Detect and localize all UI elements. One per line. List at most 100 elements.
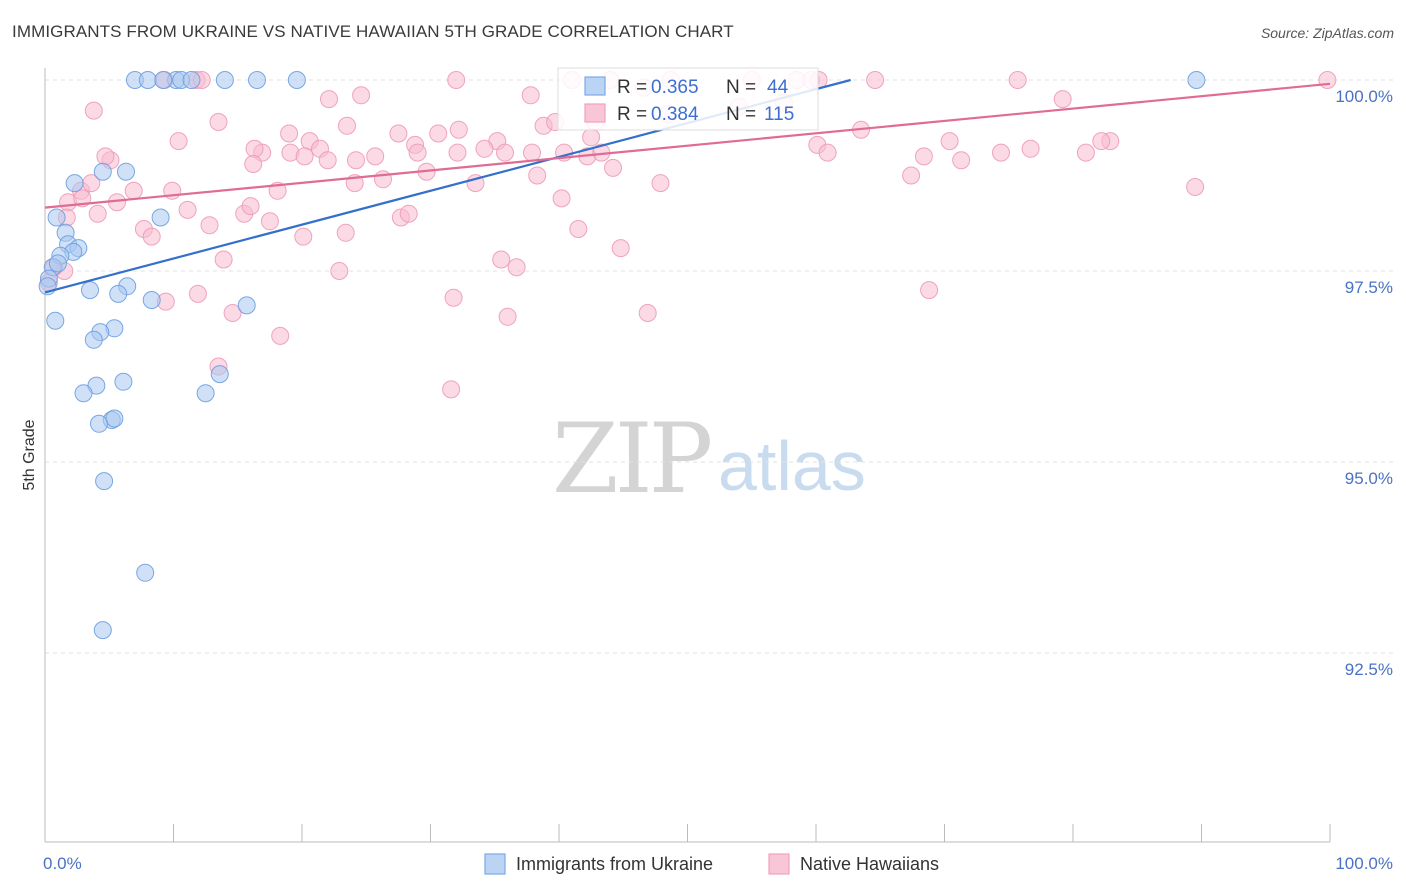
data-point (338, 116, 356, 135)
data-point (1053, 90, 1072, 109)
data-point (528, 166, 547, 185)
data-point (142, 291, 161, 309)
data-point (65, 174, 84, 193)
watermark-zip: ZIP (552, 403, 711, 515)
x-tick-label-min: 0.0% (43, 854, 82, 873)
data-point (429, 124, 448, 143)
legend-r-label-hawaiian: R = (617, 104, 647, 125)
data-point (447, 71, 466, 89)
data-point (408, 143, 427, 162)
y-tick-label: 92.5% (1345, 660, 1393, 679)
legend-n-label-hawaiian: N = (726, 104, 756, 125)
data-point (366, 147, 385, 166)
data-point (940, 132, 959, 151)
x-tick-labels: 0.0% 100.0% (43, 854, 1393, 873)
data-point (920, 281, 939, 300)
data-point (914, 147, 933, 166)
data-point (389, 124, 408, 143)
axes (44, 68, 1331, 843)
data-point (245, 139, 264, 158)
data-point (582, 128, 601, 147)
y-tick-labels: 92.5% 95.0% 97.5% 100.0% (1335, 87, 1393, 679)
data-point (136, 563, 155, 582)
y-tick-label: 100.0% (1335, 87, 1393, 106)
x-tick-label-max: 100.0% (1335, 854, 1393, 873)
data-point (1076, 143, 1095, 162)
legend-swatch-hawaiian (584, 103, 606, 123)
data-point (475, 139, 494, 158)
data-point (295, 147, 314, 166)
data-point (902, 166, 921, 185)
data-point (444, 288, 463, 307)
data-point (449, 120, 468, 139)
data-point (188, 284, 207, 303)
legend-r-label-ukraine: R = (617, 77, 647, 98)
data-point (248, 71, 266, 89)
data-point (105, 409, 124, 428)
data-point (200, 216, 219, 235)
data-point (952, 151, 971, 170)
data-point (507, 258, 526, 277)
data-point (214, 250, 233, 269)
data-point (109, 284, 128, 303)
data-point (209, 113, 228, 131)
data-point (182, 71, 201, 89)
data-point (95, 472, 114, 491)
data-point (151, 208, 170, 227)
legend-n-label-ukraine: N = (726, 77, 756, 98)
data-point (818, 143, 837, 162)
data-point (154, 71, 173, 89)
data-point (552, 189, 571, 208)
legend-bottom-swatch-hawaiian (768, 853, 790, 875)
data-point (93, 621, 112, 640)
data-point (169, 132, 188, 151)
data-point (1187, 71, 1206, 89)
data-point (496, 143, 514, 162)
data-point (498, 307, 517, 326)
data-point (241, 197, 260, 216)
data-point (1021, 139, 1040, 158)
data-point (124, 181, 143, 200)
legend-swatch-ukraine (584, 76, 606, 96)
data-point (88, 204, 107, 223)
data-point (210, 365, 229, 384)
data-point (142, 227, 161, 246)
legend-r-value-ukraine: 0.365 (651, 77, 699, 98)
data-point (84, 101, 103, 120)
data-point (442, 380, 461, 399)
data-point (492, 250, 511, 269)
data-point (271, 326, 290, 345)
data-point (138, 71, 157, 89)
data-point (74, 384, 93, 403)
data-point (46, 311, 65, 330)
data-point (117, 162, 135, 181)
data-point (604, 158, 622, 177)
data-point (336, 223, 355, 242)
data-point (866, 71, 885, 89)
data-point (196, 384, 215, 403)
series-immigrants-ukraine (38, 71, 1206, 640)
data-point (96, 147, 115, 166)
data-point (280, 124, 299, 143)
legend-r-value-hawaiian: 0.384 (651, 104, 699, 125)
data-point (81, 281, 99, 300)
data-point (294, 227, 313, 246)
y-axis-label: 5th Grade (21, 419, 38, 490)
data-point (114, 372, 133, 391)
watermark-atlas: atlas (718, 427, 866, 505)
trend-line-hawaiian (44, 82, 1331, 209)
data-point (48, 254, 67, 273)
legend-bottom-swatch-ukraine (484, 853, 506, 875)
source-label: Source: ZipAtlas.com (1260, 25, 1394, 41)
legend-bottom-label-hawaiian: Native Hawaiians (800, 854, 939, 874)
data-point (47, 208, 66, 227)
legend-top: R = 0.365 N = 44 R = 0.384 N = 115 (557, 67, 819, 131)
data-point (992, 143, 1010, 162)
data-point (178, 200, 197, 219)
data-point (347, 151, 365, 170)
data-point (84, 330, 103, 349)
data-point (611, 239, 630, 258)
data-point (93, 162, 112, 181)
data-point (260, 212, 279, 231)
